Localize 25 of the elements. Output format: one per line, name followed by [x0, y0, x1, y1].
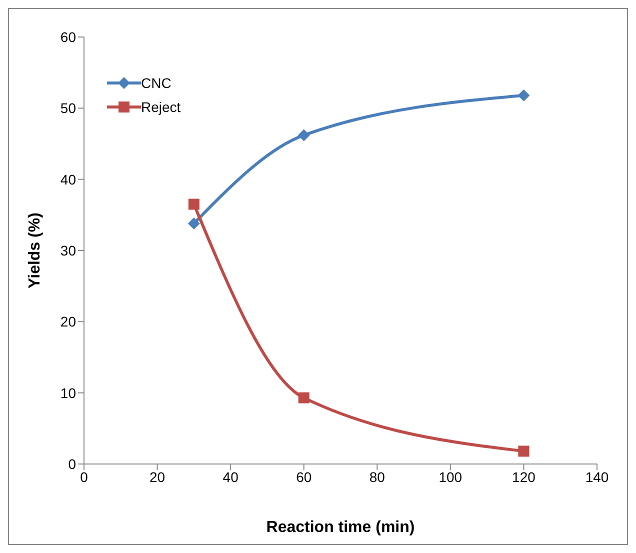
y-tick-label: 30: [60, 242, 76, 258]
point: [298, 129, 310, 142]
point: [188, 217, 200, 230]
y-tick-label: 10: [60, 384, 76, 401]
x-tick-label: 20: [149, 468, 166, 485]
point: [188, 198, 200, 210]
y-tick-label: 60: [60, 28, 76, 45]
y-tick-label: 40: [60, 171, 76, 188]
y-tick-label: 0: [68, 456, 76, 472]
legend-label: Reject: [141, 99, 181, 115]
x-tick-label: 140: [585, 468, 609, 485]
point: [518, 89, 530, 102]
x-axis-title: Reaction time (min): [266, 519, 415, 536]
point: [518, 446, 530, 457]
y-axis-title: Yields (%): [26, 212, 44, 288]
legend-label: CNC: [141, 75, 172, 91]
x-tick-label: 80: [369, 468, 386, 485]
x-tick-label: 40: [222, 468, 239, 485]
x-tick-label: 120: [512, 468, 536, 485]
y-tick-label: 20: [60, 314, 76, 330]
x-tick-label: 0: [80, 468, 88, 485]
point: [298, 392, 310, 404]
x-tick-label: 60: [296, 468, 312, 485]
y-tick-label: 50: [60, 100, 76, 116]
x-tick-label: 100: [438, 468, 462, 485]
